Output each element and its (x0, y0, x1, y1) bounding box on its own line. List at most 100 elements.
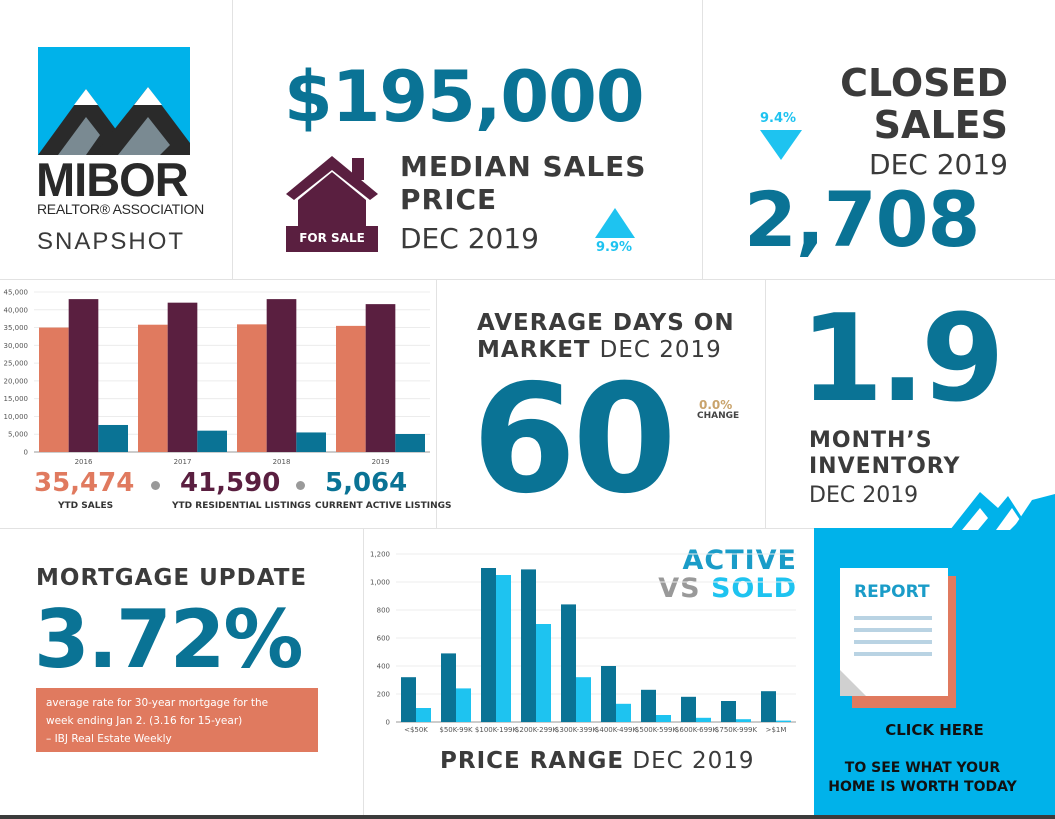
bar-ytd-sales (336, 325, 366, 452)
up-arrow-icon (595, 208, 635, 242)
closed-sales-period: DEC 2019 (869, 148, 1008, 181)
mortgage-note-line: average rate for 30-year mortgage for th… (46, 697, 269, 709)
bar-sold (536, 624, 551, 722)
median-price-label-2: PRICE (400, 183, 498, 216)
median-price-change: 9.9% (596, 240, 633, 255)
click-here-label: CLICK HERE (885, 721, 984, 739)
bar-ytd-sales (138, 324, 168, 452)
logo-wordmark: MIBOR (36, 153, 189, 206)
x-tick-label: 2017 (174, 458, 192, 466)
y-tick-label: 25,000 (4, 360, 29, 368)
legend-separator (151, 481, 160, 490)
bar-sold (576, 677, 591, 722)
logo-association: REALTOR® ASSOCIATION (37, 201, 204, 217)
bar-active (681, 696, 696, 722)
legend-label-ytd-sales: YTD SALES (58, 501, 114, 511)
y-tick-label: 40,000 (4, 306, 29, 314)
dom-value: 60 (472, 353, 677, 527)
mortgage-rate: 3.72% (34, 593, 304, 686)
price-range-period: DEC 2019 (632, 748, 755, 774)
y-tick-label: 20,000 (4, 377, 29, 385)
bar-current-active-listings (197, 430, 227, 452)
x-tick-label: $750K-999K (715, 726, 758, 734)
legend-separator (296, 481, 305, 490)
dom-label-2: MARKET (477, 337, 591, 363)
dom-change-label: CHANGE (697, 411, 740, 421)
bar-active (441, 653, 456, 722)
legend-value-ytd-sales: 35,474 (34, 468, 135, 498)
y-tick-label: 1,000 (370, 579, 390, 587)
y-tick-label: 35,000 (4, 324, 29, 332)
x-tick-label: >$1M (766, 726, 787, 734)
cta-line-1: TO SEE WHAT YOUR (844, 760, 1001, 776)
price-range-bar-chart: 1,200 1,000 800 600 400 200 0 <$50K $50K-99K $100… (370, 551, 796, 734)
x-tick-label: 2019 (372, 458, 390, 466)
y-tick-label: 200 (377, 691, 390, 699)
report-cta[interactable]: REPORT CLICK HERE TO SEE WHAT YOUR HOME … (814, 528, 1055, 815)
x-tick-label: <$50K (404, 726, 428, 734)
closed-sales-change: 9.4% (760, 111, 797, 126)
mountains-icon (38, 47, 190, 155)
dom-change: 0.0% (699, 398, 733, 412)
bar-sold (496, 575, 511, 722)
x-tick-label: $300K-399K (555, 726, 598, 734)
x-tick-label: $500K-599K (635, 726, 678, 734)
house-icon: FOR SALE (282, 150, 382, 254)
inventory-label-1: MONTH’S (809, 428, 933, 453)
vs-heading: VS (658, 573, 701, 604)
y-tick-label: 600 (377, 635, 390, 643)
bar-ytd-residential-listings (266, 299, 297, 452)
bar-active (521, 569, 536, 722)
dom-label-1: AVERAGE DAYS ON (477, 310, 735, 336)
bar-active (641, 689, 656, 722)
listings-bar-chart: 45,000 40,000 35,000 30,000 25,000 20,000 15,0… (4, 289, 430, 466)
x-tick-label: $50K-99K (439, 726, 473, 734)
mortgage-note: average rate for 30-year mortgage for th… (36, 688, 318, 752)
closed-sales-value: 2,708 (744, 175, 980, 264)
y-tick-label: 1,200 (370, 551, 390, 559)
report-doc-title: REPORT (854, 582, 930, 602)
y-tick-label: 0 (386, 719, 390, 727)
median-price-value: $195,000 (284, 56, 645, 138)
bar-ytd-residential-listings (68, 299, 99, 452)
y-tick-label: 45,000 (4, 289, 29, 297)
bar-active (601, 666, 616, 722)
x-tick-label: $400K-499K (595, 726, 638, 734)
bar-sold (416, 708, 431, 722)
legend-value-ytd-listings: 41,590 (180, 468, 281, 498)
dom-period: DEC 2019 (599, 337, 722, 363)
x-tick-label: $200K-299K (515, 726, 558, 734)
price-range-footer: PRICE RANGE (440, 748, 625, 774)
legend-label-ytd-listings: YTD RESIDENTIAL LISTINGS (172, 501, 312, 511)
y-tick-label: 15,000 (4, 395, 29, 403)
y-tick-label: 5,000 (8, 431, 28, 439)
y-tick-label: 400 (377, 663, 390, 671)
mortgage-note-line: week ending Jan 2. (3.16 for 15-year) (46, 715, 243, 727)
y-tick-label: 30,000 (4, 342, 29, 350)
legend-value-active-listings: 5,064 (325, 468, 408, 498)
down-arrow-icon (760, 130, 802, 164)
cta-line-2: HOME IS WORTH TODAY (828, 779, 1017, 795)
bar-sold (656, 715, 671, 722)
bar-active (761, 691, 776, 722)
snapshot-label: SNAPSHOT (37, 228, 186, 255)
closed-sales-label-2: SALES (873, 103, 1008, 147)
bar-ytd-residential-listings (167, 302, 198, 452)
mortgage-note-source: – IBJ Real Estate Weekly (46, 733, 172, 745)
y-tick-label: 800 (377, 607, 390, 615)
bar-sold (776, 720, 791, 722)
active-heading: ACTIVE (682, 545, 797, 576)
bar-active (721, 701, 736, 722)
sold-heading: SOLD (710, 573, 797, 604)
y-tick-label: 10,000 (4, 413, 29, 421)
bar-sold (736, 719, 751, 722)
bar-sold (616, 703, 631, 722)
x-tick-label: 2016 (75, 458, 93, 466)
inventory-value: 1.9 (800, 290, 1005, 429)
bar-sold (696, 717, 711, 722)
report-document-icon: REPORT (838, 566, 956, 708)
median-price-label-1: MEDIAN SALES (400, 150, 647, 183)
bar-active (561, 604, 576, 722)
bar-active (401, 677, 416, 722)
mountain-peaks-icon (950, 486, 1055, 534)
